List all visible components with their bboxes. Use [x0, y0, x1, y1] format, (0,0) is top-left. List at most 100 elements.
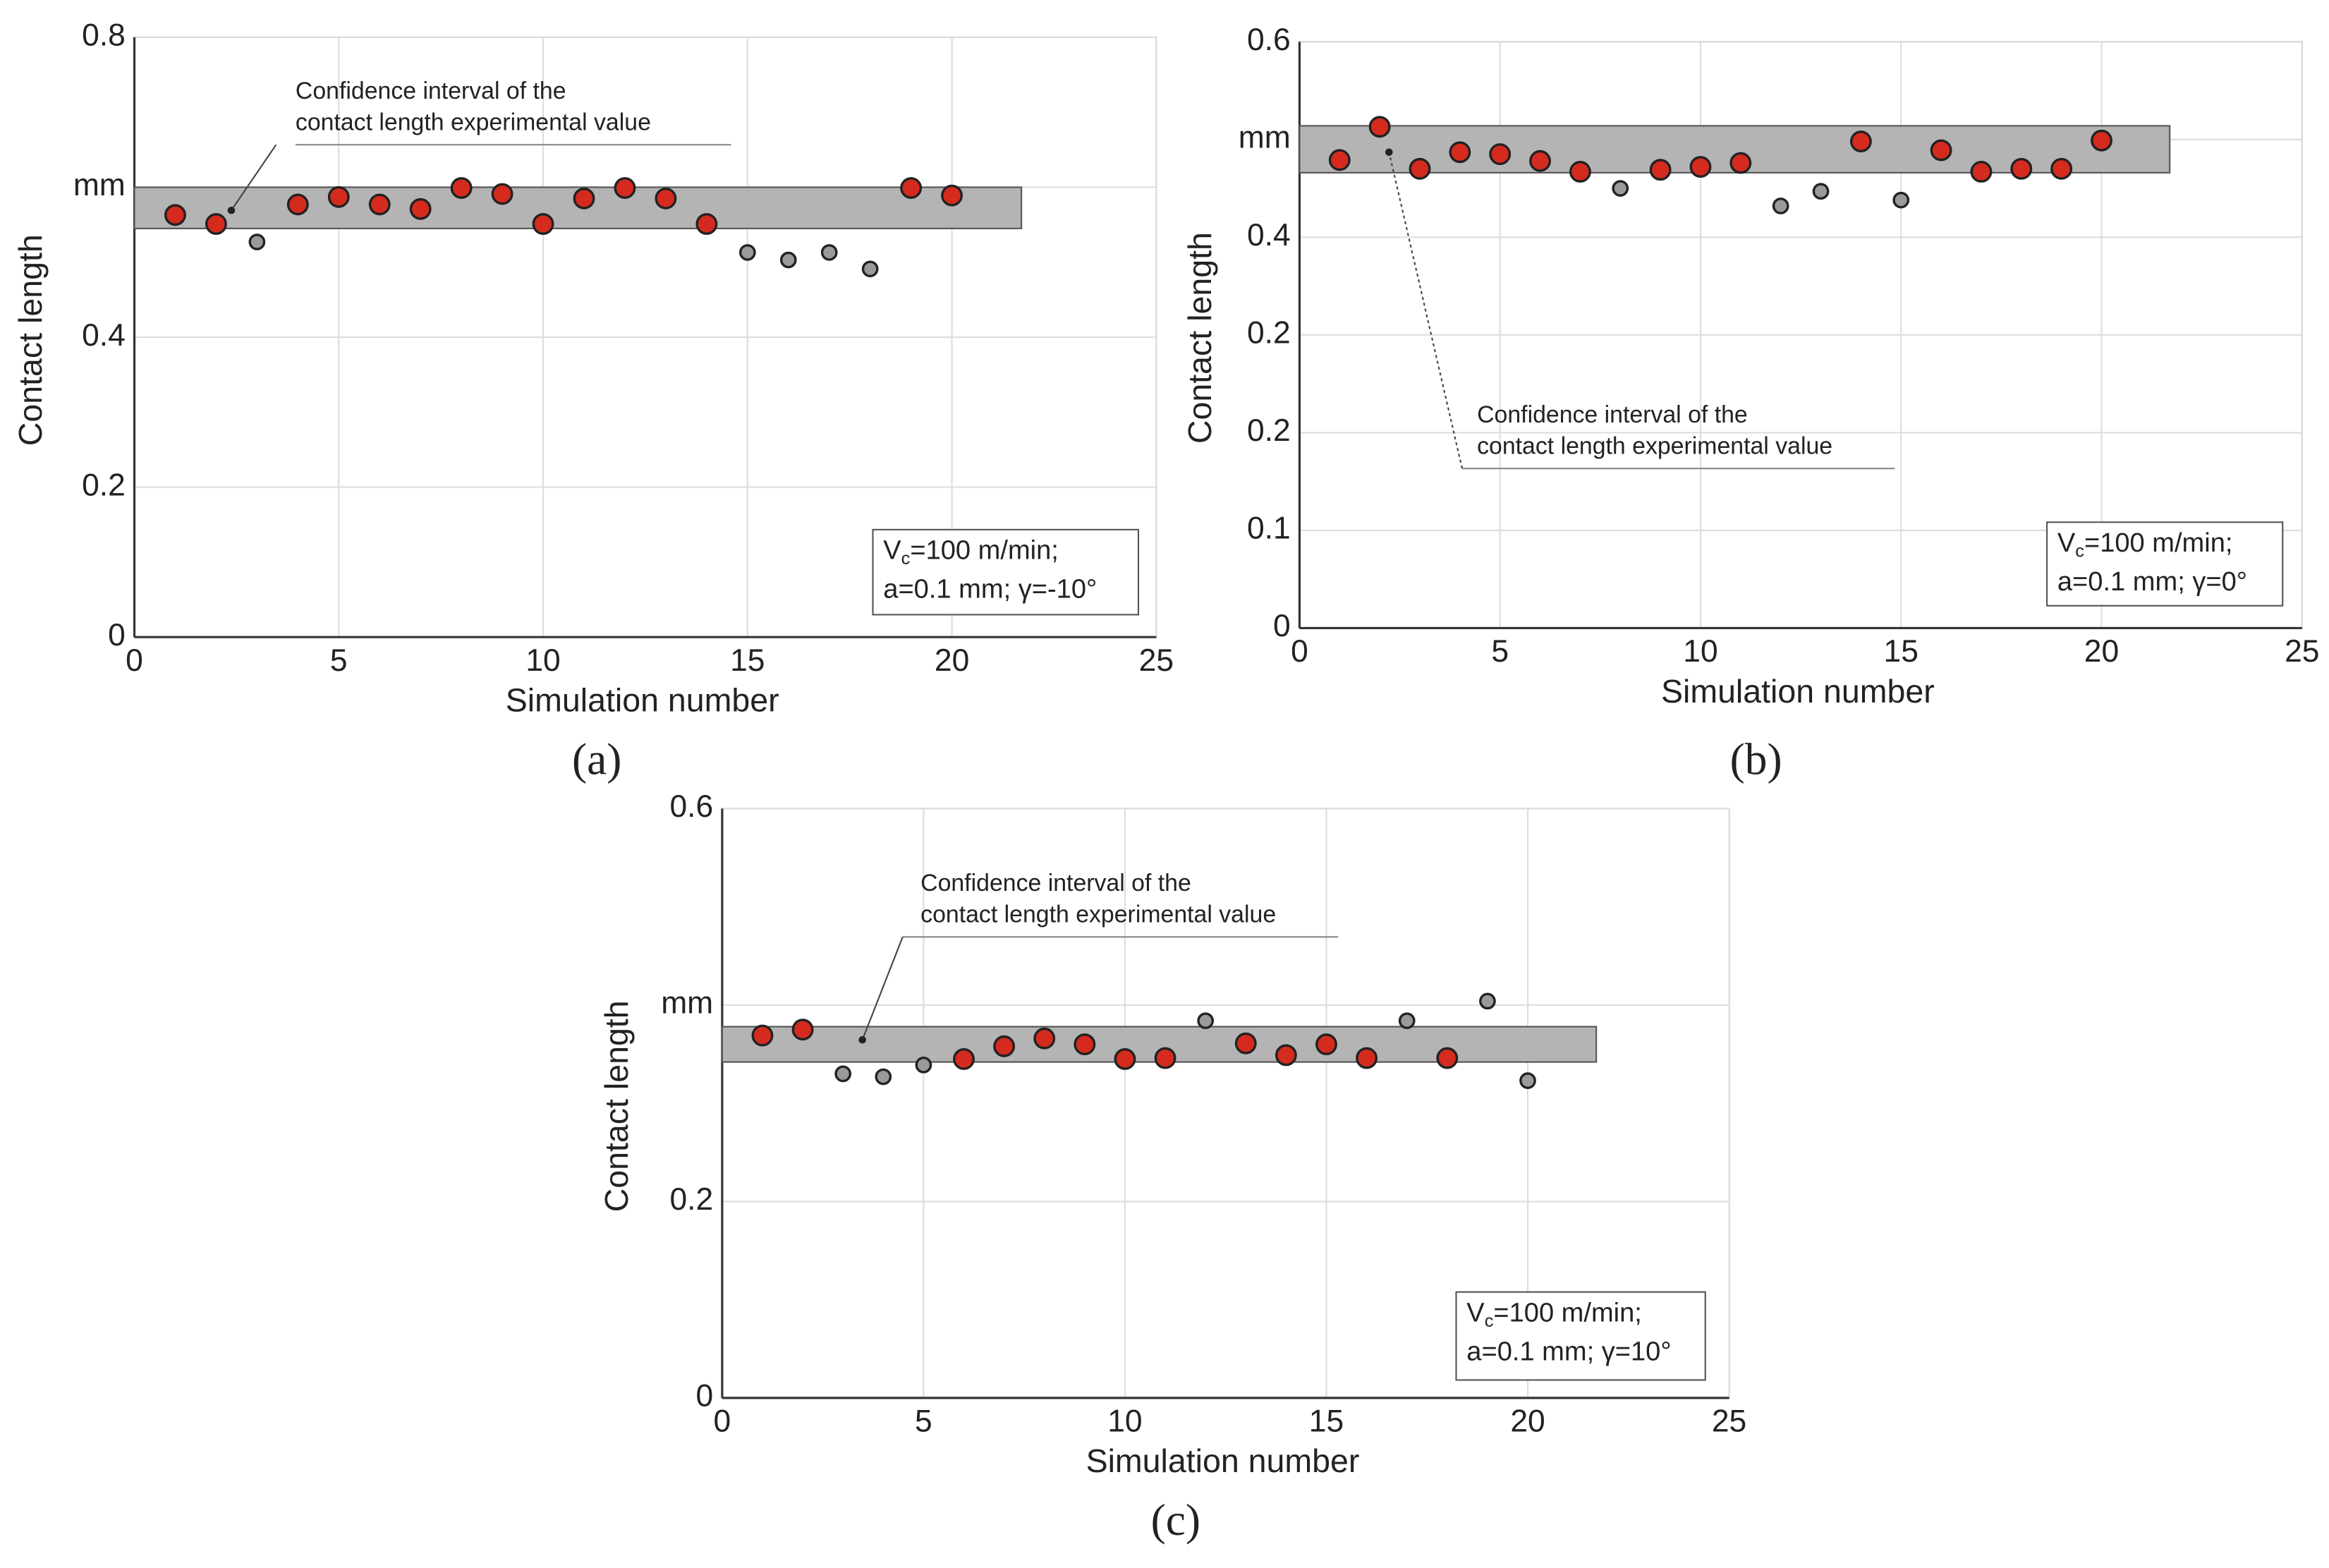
data-point: [1479, 992, 1496, 1010]
conditions-part: =100 m/min;: [1493, 1298, 1641, 1327]
data-point: [1436, 1047, 1459, 1069]
y-tick-label: 0.6: [669, 789, 713, 824]
data-point: [1729, 152, 1752, 174]
conditions-part: V: [883, 536, 901, 566]
conditions-box: [1455, 1291, 1706, 1381]
panel-label: (c): [1151, 1495, 1200, 1545]
x-tick-label: 20: [935, 643, 969, 678]
data-point: [614, 177, 636, 199]
y-tick-label: 0: [695, 1379, 713, 1414]
conditions-part: V: [2057, 528, 2076, 558]
data-point: [791, 1019, 814, 1041]
data-point: [1409, 157, 1431, 180]
x-tick-label: 10: [525, 643, 560, 678]
data-point: [861, 260, 879, 278]
annotation-leader: [1388, 152, 1463, 469]
annotation-text: contact length experimental value: [920, 901, 1276, 928]
x-tick-label: 10: [1683, 634, 1717, 669]
data-point: [1315, 1033, 1337, 1056]
conditions-part: V: [1466, 1298, 1485, 1327]
annotation-dot: [1385, 148, 1393, 157]
data-point: [1649, 159, 1672, 181]
y-tick-label: 0.2: [82, 468, 126, 502]
y-tick-label: 0.6: [1247, 23, 1291, 57]
data-point: [368, 193, 391, 216]
data-point: [1154, 1047, 1176, 1069]
conditions-text: Vc=100 m/min;: [1466, 1298, 1642, 1330]
y-tick-label: 0.2: [669, 1182, 713, 1217]
panel-label: (b): [1730, 734, 1782, 784]
conditions-text: a=0.1 mm; γ=0°: [2057, 567, 2247, 597]
conditions-text: Vc=100 m/min;: [2057, 528, 2233, 561]
x-tick-label: 0: [126, 643, 143, 678]
y-tick-label: 0: [1273, 609, 1291, 643]
data-point: [655, 187, 677, 209]
data-point: [2050, 157, 2073, 180]
x-tick-label: 5: [330, 643, 348, 678]
data-point: [1892, 191, 1910, 209]
x-tick-label: 15: [1884, 634, 1918, 669]
data-point: [820, 244, 838, 261]
y-tick-label: 0.2: [1247, 413, 1291, 448]
data-point: [1033, 1027, 1056, 1050]
data-point: [1356, 1047, 1378, 1069]
data-point: [1519, 1072, 1536, 1089]
data-point: [1529, 150, 1551, 172]
data-point: [450, 177, 473, 199]
conditions-part: =100 m/min;: [2084, 528, 2233, 558]
data-point: [1689, 156, 1712, 178]
y-tick-label: 0.4: [1247, 218, 1291, 253]
data-point: [875, 1068, 892, 1086]
data-point: [205, 213, 227, 235]
data-point: [573, 187, 595, 209]
data-point: [1849, 130, 1872, 152]
data-point: [409, 197, 432, 220]
conditions-text: a=0.1 mm; γ=-10°: [883, 575, 1097, 604]
x-tick-label: 5: [915, 1404, 932, 1439]
y-axis-label: Contact length: [1181, 232, 1218, 444]
annotation-leader: [861, 936, 904, 1040]
y-tick-label: mm: [1239, 120, 1291, 154]
x-axis-label: Simulation number: [1086, 1442, 1360, 1479]
y-tick-label: mm: [661, 986, 713, 1021]
x-tick-label: 25: [1712, 1404, 1746, 1439]
conditions-box: [2046, 521, 2284, 607]
conditions-text: Vc=100 m/min;: [883, 536, 1059, 569]
x-tick-label: 5: [1491, 634, 1509, 669]
data-point: [900, 177, 923, 199]
x-tick-label: 0: [1291, 634, 1308, 669]
annotation-text: contact length experimental value: [296, 109, 651, 135]
y-tick-label: 0.8: [82, 18, 126, 53]
data-point: [993, 1035, 1016, 1057]
annotation-leader: [231, 144, 277, 211]
conditions-box: [872, 528, 1140, 616]
annotation-text: Confidence interval of the: [1477, 401, 1748, 428]
data-point: [1772, 197, 1789, 214]
x-axis-label: Simulation number: [506, 682, 779, 719]
conditions-subscript: c: [2075, 541, 2084, 561]
data-point: [779, 251, 797, 269]
y-tick-label: 0: [108, 618, 126, 652]
x-axis-label: Simulation number: [1661, 673, 1935, 710]
data-point: [1612, 180, 1629, 197]
data-point: [941, 184, 963, 207]
x-tick-label: 20: [2084, 634, 2119, 669]
x-tick-label: 15: [1309, 1404, 1344, 1439]
x-tick-label: 10: [1107, 1404, 1142, 1439]
annotation-text: Confidence interval of the: [296, 78, 566, 104]
y-tick-label: 0.4: [82, 318, 126, 353]
data-point: [1569, 161, 1591, 183]
confidence-band: [133, 186, 1023, 229]
data-point: [2091, 129, 2112, 152]
data-point: [1398, 1012, 1416, 1030]
data-point: [1114, 1048, 1136, 1070]
data-point: [248, 233, 266, 250]
x-tick-label: 0: [714, 1404, 731, 1439]
y-tick-label: mm: [73, 168, 126, 202]
panel-label: (a): [572, 734, 621, 784]
data-point: [1328, 149, 1351, 171]
data-point: [1449, 141, 1471, 164]
y-axis-label: Contact length: [598, 1000, 635, 1212]
conditions-subscript: c: [1485, 1311, 1494, 1331]
